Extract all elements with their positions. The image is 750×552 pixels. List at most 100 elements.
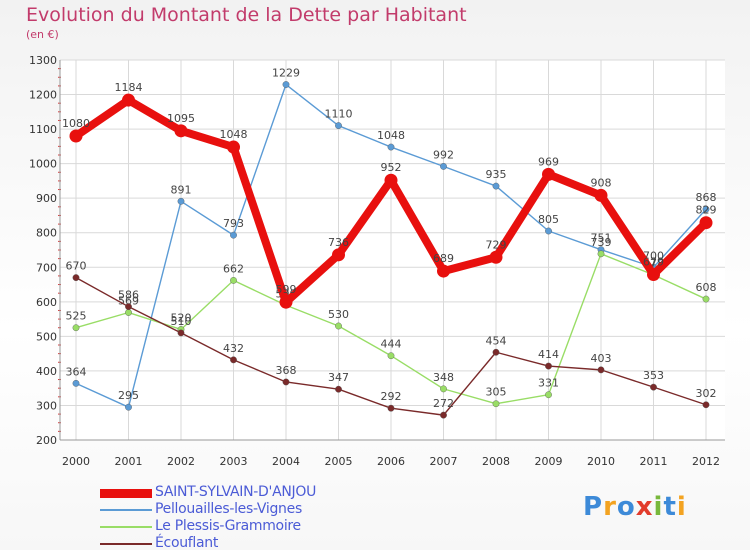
x-tick-label: 2002 (167, 455, 195, 468)
y-tick-label: 500 (36, 330, 57, 343)
data-label: 700 (643, 249, 664, 262)
data-label: 829 (696, 204, 717, 217)
data-label: 935 (486, 168, 507, 181)
data-label: 530 (328, 308, 349, 321)
legend-swatch (100, 526, 152, 528)
data-point (387, 143, 395, 151)
logo-letter: x (635, 492, 654, 522)
data-label: 302 (696, 387, 717, 400)
data-label: 1095 (167, 112, 195, 125)
data-label: 432 (223, 342, 244, 355)
data-point (542, 167, 555, 181)
data-point (440, 385, 447, 393)
y-tick-label: 1000 (29, 158, 57, 171)
x-tick-label: 2006 (377, 455, 405, 468)
legend-swatch (100, 509, 152, 511)
y-tick-label: 300 (36, 399, 57, 412)
data-point (125, 309, 132, 316)
legend-swatch (100, 543, 152, 545)
logo-letter: P (583, 492, 604, 522)
data-label: 736 (328, 236, 349, 249)
data-point (594, 188, 608, 202)
logo-letter: r (603, 492, 617, 522)
data-label: 295 (118, 389, 139, 402)
data-point (437, 264, 450, 278)
x-tick-label: 2005 (325, 455, 353, 468)
data-point (545, 227, 552, 235)
data-point (282, 81, 290, 88)
data-point (647, 268, 660, 282)
y-tick-label: 700 (36, 261, 57, 274)
data-point (230, 231, 237, 239)
x-tick-label: 2000 (62, 455, 90, 468)
x-tick-label: 2010 (587, 455, 615, 468)
data-label: 347 (328, 371, 349, 384)
data-point (282, 378, 290, 386)
data-label: 952 (381, 161, 402, 174)
data-point (702, 205, 710, 213)
legend-label: SAINT-SYLVAIN-D'ANJOU (155, 484, 317, 500)
data-point (545, 362, 552, 370)
y-tick-label: 1300 (29, 54, 57, 67)
data-point (335, 385, 342, 393)
proxiti-logo: Proxiti (583, 492, 687, 522)
data-point (72, 379, 80, 387)
data-point (125, 303, 132, 311)
data-label: 689 (433, 252, 454, 265)
data-label: 1110 (325, 108, 353, 121)
data-point (492, 400, 500, 408)
data-label: 662 (223, 262, 244, 275)
data-point (125, 403, 132, 411)
data-point (230, 276, 237, 284)
x-tick-label: 2003 (220, 455, 248, 468)
data-point (177, 197, 185, 205)
chart-subtitle: (en €) (26, 28, 59, 41)
data-point (597, 250, 605, 258)
data-label: 670 (66, 260, 87, 273)
data-point (122, 93, 135, 107)
data-label: 992 (433, 148, 454, 161)
data-label: 793 (223, 217, 244, 230)
data-point (72, 274, 80, 282)
data-point (650, 383, 657, 391)
data-label: 729 (486, 238, 507, 251)
data-point (335, 322, 342, 330)
data-point (699, 216, 713, 230)
data-label: 891 (171, 183, 192, 196)
data-label: 364 (66, 365, 87, 378)
y-tick-label: 800 (36, 227, 57, 240)
data-point (387, 404, 395, 412)
data-label: 525 (66, 310, 87, 323)
data-point (230, 356, 237, 364)
data-label: 586 (118, 289, 139, 302)
data-point (177, 329, 185, 337)
data-label: 1184 (115, 81, 143, 94)
data-label: 444 (381, 338, 402, 351)
data-point (384, 173, 398, 187)
y-tick-label: 600 (36, 296, 57, 309)
data-point (72, 324, 80, 332)
legend-label: Le Plessis-Grammoire (155, 518, 301, 534)
data-label: 454 (486, 334, 507, 347)
data-point (489, 250, 503, 264)
data-label: 751 (591, 232, 612, 245)
legend-label: Pellouailles-les-Vignes (155, 501, 302, 517)
data-label: 520 (171, 311, 192, 324)
x-tick-label: 2012 (692, 455, 720, 468)
data-label: 353 (643, 369, 664, 382)
x-tick-label: 2007 (430, 455, 458, 468)
data-label: 368 (276, 364, 297, 377)
data-point (492, 182, 500, 190)
data-label: 868 (696, 191, 717, 204)
y-tick-label: 1100 (29, 123, 57, 136)
x-tick-label: 2001 (115, 455, 143, 468)
data-label: 272 (433, 397, 454, 410)
x-tick-label: 2004 (272, 455, 300, 468)
data-label: 805 (538, 213, 559, 226)
logo-letter: i (653, 492, 664, 522)
y-tick-label: 400 (36, 365, 57, 378)
data-point (279, 295, 293, 309)
data-label: 403 (591, 352, 612, 365)
chart-title: Evolution du Montant de la Dette par Hab… (26, 4, 467, 26)
